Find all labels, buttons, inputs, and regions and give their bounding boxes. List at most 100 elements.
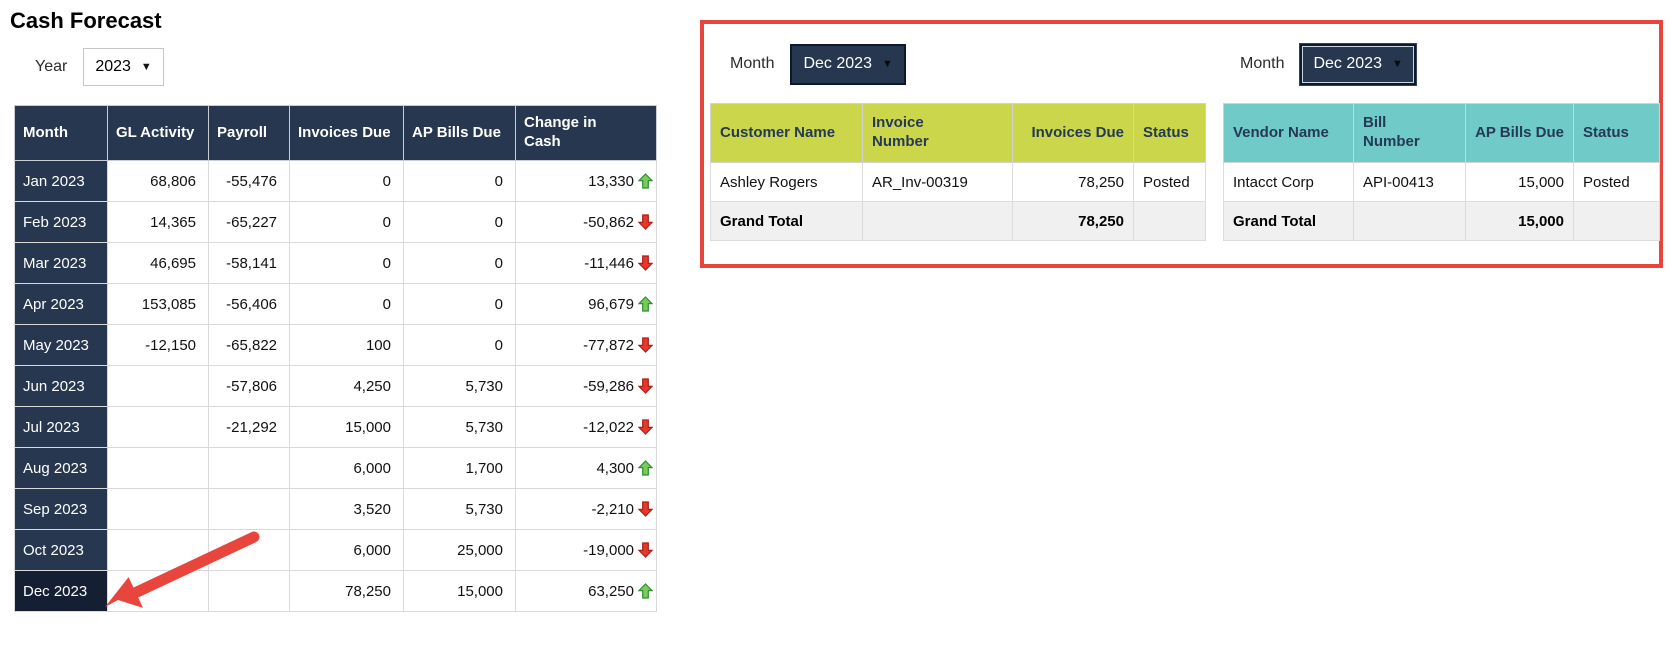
change-in-cash-cell: -11,446: [515, 242, 657, 284]
trend-down-icon: [637, 213, 654, 230]
forecast-row: Jul 2023 -21,292 15,000 5,730 -12,022: [14, 406, 657, 448]
ap-bills-due-cell: 15,000: [403, 570, 516, 612]
change-in-cash-value: 4,300: [596, 459, 634, 477]
gl-activity-cell: 68,806: [107, 160, 209, 202]
payroll-cell: [208, 570, 290, 612]
page-title: Cash Forecast: [10, 8, 162, 33]
ap-bills-due-cell: 0: [403, 324, 516, 366]
bill-number-header: Bill Number: [1353, 103, 1466, 163]
month-cell[interactable]: May 2023: [14, 324, 108, 366]
payroll-cell: -58,141: [208, 242, 290, 284]
invoices-due-cell: 78,250: [1012, 162, 1134, 202]
customer-month-filter: Month Dec 2023 ▼: [730, 43, 906, 85]
vendor-month-dropdown[interactable]: Dec 2023 ▼: [1300, 43, 1416, 85]
forecast-row: Oct 2023 6,000 25,000 -19,000: [14, 529, 657, 571]
ap-bills-due-header: AP Bills Due: [1465, 103, 1574, 163]
trend-down-icon: [637, 418, 654, 435]
trend-down-icon: [637, 541, 654, 558]
payroll-cell: -21,292: [208, 406, 290, 448]
trend-down-icon: [637, 254, 654, 271]
month-cell[interactable]: Jul 2023: [14, 406, 108, 448]
invoices-due-cell: 6,000: [289, 447, 404, 489]
forecast-row: Aug 2023 6,000 1,700 4,300: [14, 447, 657, 489]
vendor-name-header: Vendor Name: [1223, 103, 1354, 163]
month-cell[interactable]: Dec 2023: [14, 570, 108, 612]
vendor-month-value: Dec 2023: [1313, 55, 1382, 72]
forecast-row: Jan 2023 68,806 -55,476 0 0 13,330: [14, 160, 657, 202]
bill-number-cell: API-00413: [1353, 162, 1466, 202]
month-cell[interactable]: Oct 2023: [14, 529, 108, 571]
year-filter: Year 2023 ▼: [35, 47, 164, 87]
invoice-number-header: Invoice Number: [862, 103, 1013, 163]
month-cell[interactable]: Mar 2023: [14, 242, 108, 284]
grand-total-row: Grand Total 15,000: [1223, 201, 1660, 241]
payroll-cell: -55,476: [208, 160, 290, 202]
grand-total-label: Grand Total: [1223, 201, 1354, 241]
ap-bills-due-cell: 5,730: [403, 488, 516, 530]
gl-activity-cell: -12,150: [107, 324, 209, 366]
invoices-due-cell: 0: [289, 160, 404, 202]
customer-month-dropdown[interactable]: Dec 2023 ▼: [790, 43, 906, 85]
detail-row: Ashley Rogers AR_Inv-00319 78,250 Posted: [710, 162, 1206, 202]
trend-down-icon: [637, 336, 654, 353]
forecast-column-header: Change in Cash: [515, 105, 657, 161]
month-label: Month: [1240, 55, 1285, 72]
grand-total-empty-cell: [1133, 201, 1206, 241]
forecast-row: Feb 2023 14,365 -65,227 0 0 -50,862: [14, 201, 657, 243]
change-in-cash-cell: 4,300: [515, 447, 657, 489]
vendor-bills-table: Vendor Name Bill Number AP Bills Due Status…: [1223, 103, 1660, 241]
ap-bills-due-cell: 1,700: [403, 447, 516, 489]
forecast-column-header: AP Bills Due: [403, 105, 516, 161]
gl-activity-cell: 14,365: [107, 201, 209, 243]
forecast-row: Dec 2023 78,250 15,000 63,250: [14, 570, 657, 612]
month-cell[interactable]: Apr 2023: [14, 283, 108, 325]
vendor-header-row: Vendor Name Bill Number AP Bills Due Status: [1223, 103, 1660, 163]
invoices-due-cell: 78,250: [289, 570, 404, 612]
month-cell[interactable]: Feb 2023: [14, 201, 108, 243]
change-in-cash-value: 13,330: [588, 172, 634, 190]
ap-bills-due-cell: 0: [403, 283, 516, 325]
month-cell[interactable]: Jan 2023: [14, 160, 108, 202]
payroll-cell: -56,406: [208, 283, 290, 325]
year-dropdown[interactable]: 2023 ▼: [83, 48, 164, 86]
ap-bills-due-cell: 0: [403, 201, 516, 243]
change-in-cash-value: -19,000: [583, 541, 634, 559]
customer-name-header: Customer Name: [710, 103, 863, 163]
change-in-cash-cell: -2,210: [515, 488, 657, 530]
customer-month-value: Dec 2023: [803, 55, 872, 72]
invoices-due-cell: 15,000: [289, 406, 404, 448]
change-in-cash-cell: 96,679: [515, 283, 657, 325]
grand-total-empty-cell: [862, 201, 1013, 241]
change-in-cash-value: -12,022: [583, 418, 634, 436]
trend-up-icon: [637, 295, 654, 312]
trend-up-icon: [637, 582, 654, 599]
month-cell[interactable]: Aug 2023: [14, 447, 108, 489]
forecast-row: Mar 2023 46,695 -58,141 0 0 -11,446: [14, 242, 657, 284]
change-in-cash-value: -2,210: [591, 500, 634, 518]
invoices-due-cell: 0: [289, 201, 404, 243]
vendor-month-filter: Month Dec 2023 ▼: [1240, 43, 1416, 85]
month-cell[interactable]: Sep 2023: [14, 488, 108, 530]
year-value: 2023: [95, 58, 131, 75]
month-cell[interactable]: Jun 2023: [14, 365, 108, 407]
month-label: Month: [730, 55, 775, 72]
year-label: Year: [35, 58, 68, 75]
payroll-cell: [208, 488, 290, 530]
change-in-cash-cell: -50,862: [515, 201, 657, 243]
chevron-down-icon: ▼: [881, 57, 893, 70]
change-in-cash-cell: -12,022: [515, 406, 657, 448]
invoices-due-cell: 0: [289, 242, 404, 284]
ap-bills-due-cell: 15,000: [1465, 162, 1574, 202]
forecast-column-header: Month: [14, 105, 108, 161]
forecast-column-header: Payroll: [208, 105, 290, 161]
grand-total-value: 78,250: [1012, 201, 1134, 241]
ap-bills-due-cell: 25,000: [403, 529, 516, 571]
customer-name-cell: Ashley Rogers: [710, 162, 863, 202]
grand-total-value: 15,000: [1465, 201, 1574, 241]
gl-activity-cell: [107, 447, 209, 489]
change-in-cash-value: -59,286: [583, 377, 634, 395]
forecast-column-header: GL Activity: [107, 105, 209, 161]
vendor-name-cell: Intacct Corp: [1223, 162, 1354, 202]
payroll-cell: -65,822: [208, 324, 290, 366]
